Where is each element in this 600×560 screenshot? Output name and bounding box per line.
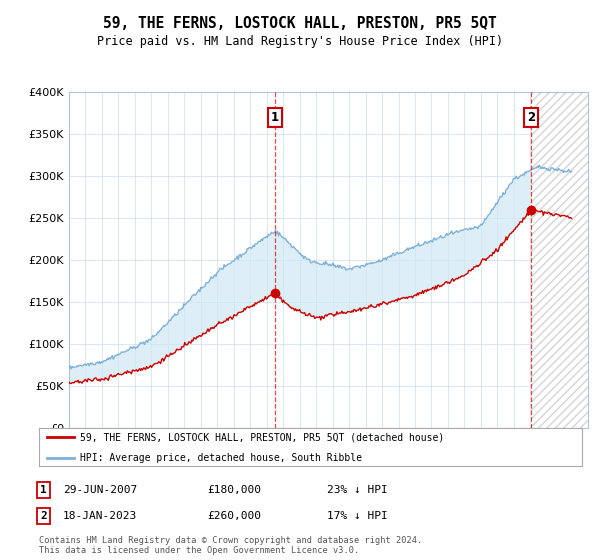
Text: Contains HM Land Registry data © Crown copyright and database right 2024.: Contains HM Land Registry data © Crown c… (39, 536, 422, 545)
Text: 2: 2 (40, 511, 47, 521)
Text: 18-JAN-2023: 18-JAN-2023 (63, 511, 137, 521)
Text: HPI: Average price, detached house, South Ribble: HPI: Average price, detached house, Sout… (80, 452, 362, 463)
Text: 17% ↓ HPI: 17% ↓ HPI (327, 511, 388, 521)
Text: This data is licensed under the Open Government Licence v3.0.: This data is licensed under the Open Gov… (39, 547, 359, 556)
Text: 2: 2 (527, 111, 535, 124)
Text: 29-JUN-2007: 29-JUN-2007 (63, 485, 137, 495)
Text: 59, THE FERNS, LOSTOCK HALL, PRESTON, PR5 5QT: 59, THE FERNS, LOSTOCK HALL, PRESTON, PR… (103, 16, 497, 31)
Text: 1: 1 (271, 111, 279, 124)
Text: £260,000: £260,000 (207, 511, 261, 521)
Bar (531, 92, 588, 428)
Text: Price paid vs. HM Land Registry's House Price Index (HPI): Price paid vs. HM Land Registry's House … (97, 35, 503, 48)
Text: 23% ↓ HPI: 23% ↓ HPI (327, 485, 388, 495)
Bar (531, 92, 588, 428)
Text: 1: 1 (40, 485, 47, 495)
Text: £180,000: £180,000 (207, 485, 261, 495)
Text: 59, THE FERNS, LOSTOCK HALL, PRESTON, PR5 5QT (detached house): 59, THE FERNS, LOSTOCK HALL, PRESTON, PR… (80, 432, 444, 442)
